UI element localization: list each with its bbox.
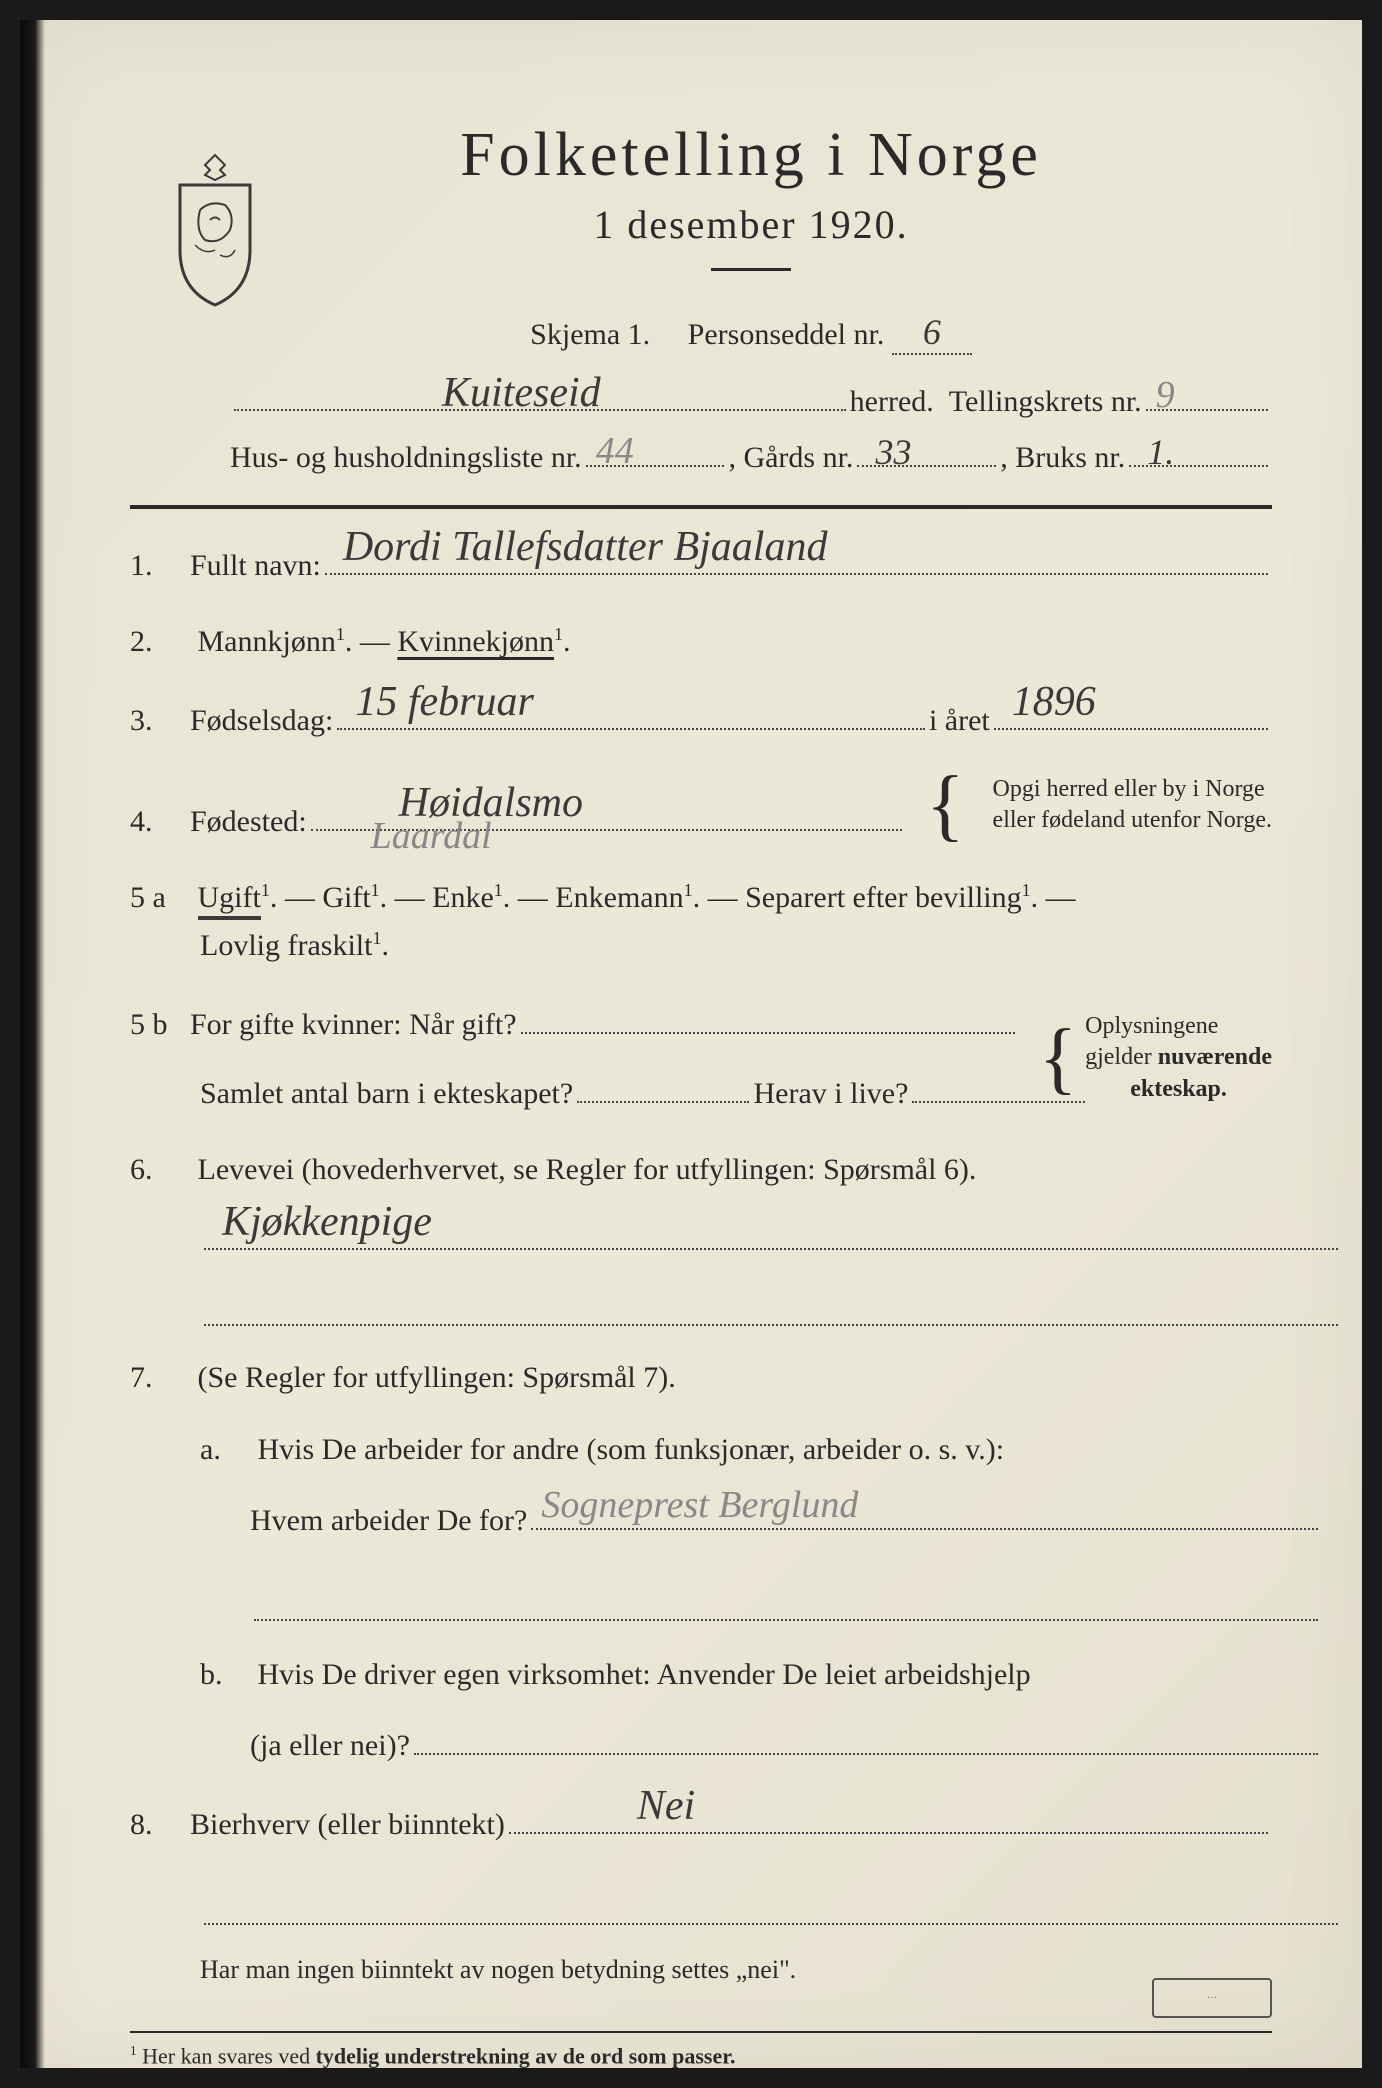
- q5a-row: 5 a Ugift1. — Gift1. — Enke1. — Enkemann…: [130, 874, 1272, 970]
- herred-value: Kuiteseid: [434, 369, 609, 417]
- q7b-text2: (ja eller nei)?: [250, 1722, 410, 1770]
- skjema-label: Skjema 1.: [530, 318, 650, 351]
- q3-day: 15 februar: [347, 669, 542, 736]
- bruks-label: , Bruks nr.: [1000, 441, 1125, 475]
- q8-note: Har man ingen biinntekt av nogen betydni…: [200, 1949, 1272, 1991]
- q5a-enkemann: Enkemann: [555, 881, 683, 914]
- q5a-lovlig: Lovlig fraskilt: [200, 929, 372, 962]
- herred-label: herred.: [850, 385, 934, 419]
- q6-row: 6. Levevei (hovederhvervet, se Regler fo…: [130, 1146, 1272, 1326]
- q5b-label1: For gifte kvinner: Når gift?: [190, 1001, 517, 1049]
- brace-icon: {: [926, 773, 964, 837]
- q1-value: Dordi Tallefsdatter Bjaaland: [335, 514, 836, 581]
- q1-num: 1.: [130, 542, 190, 590]
- q7-label: (Se Regler for utfyllingen: Spørsmål 7).: [198, 1361, 676, 1394]
- title-divider: [711, 268, 791, 271]
- q2-num: 2.: [130, 618, 190, 666]
- q5a-num: 5 a: [130, 874, 190, 922]
- q5a-ugift: Ugift: [198, 881, 261, 920]
- q6-num: 6.: [130, 1146, 190, 1194]
- herred-row: Kuiteseid herred. Tellingskrets nr. 9: [230, 375, 1272, 419]
- crest-svg: [160, 150, 270, 310]
- q8-row: 8. Bierhverv (eller biinntekt) Nei Har m…: [130, 1798, 1272, 1991]
- q4-row: 4. Fødested: Høidalsmo Laardal { Opgi he…: [130, 773, 1272, 846]
- q5b-note: Oplysningene gjelder nuværende ekteskap.: [1085, 1011, 1272, 1105]
- q5b-row: 5 b For gifte kvinner: Når gift? Samlet …: [130, 998, 1272, 1118]
- skjema-line: Skjema 1. Personseddel nr. 6: [230, 311, 1272, 355]
- q4-label: Fødested:: [190, 798, 307, 846]
- q7a-label: a.: [200, 1426, 250, 1474]
- q7a-value: Sogneprest Berglund: [541, 1475, 858, 1536]
- q7-row: 7. (Se Regler for utfyllingen: Spørsmål …: [130, 1354, 1272, 1770]
- q7b-label: b.: [200, 1651, 250, 1699]
- husliste-label: Hus- og husholdningsliste nr.: [230, 441, 582, 475]
- q3-mid: i året: [929, 697, 990, 745]
- husliste-row: Hus- og husholdningsliste nr. 44 , Gårds…: [230, 431, 1272, 475]
- tellingskrets-value: 9: [1156, 373, 1175, 417]
- q4-note-group: { Opgi herred eller by i Norge eller fød…: [926, 773, 1272, 837]
- tellingskrets-label: Tellingskrets nr.: [949, 385, 1142, 419]
- gards-label: , Gårds nr.: [728, 441, 853, 475]
- q7a-text2: Hvem arbeider De for?: [250, 1497, 527, 1545]
- q7b-text1: Hvis De driver egen virksomhet: Anvender…: [258, 1658, 1031, 1691]
- printer-stamp: ···: [1152, 1978, 1272, 2018]
- main-title: Folketelling i Norge: [230, 120, 1272, 191]
- q3-row: 3. Fødselsdag: 15 februar i året 1896: [130, 694, 1272, 745]
- subtitle-date: 1 desember 1920.: [230, 201, 1272, 248]
- q7-num: 7.: [130, 1354, 190, 1402]
- footnote: 1 Her kan svares ved tydelig understrekn…: [130, 2031, 1272, 2069]
- q4-note: Opgi herred eller by i Norge eller fødel…: [993, 774, 1272, 836]
- q6-value: Kjøkkenpige: [214, 1189, 440, 1256]
- q3-year: 1896: [1004, 669, 1104, 736]
- q6-label: Levevei (hovederhvervet, se Regler for u…: [198, 1153, 977, 1186]
- gards-value: 33: [867, 431, 919, 473]
- q5b-num: 5 b: [130, 1001, 190, 1049]
- q3-num: 3.: [130, 697, 190, 745]
- q5a-enke: Enke: [432, 881, 494, 914]
- q7a-text1: Hvis De arbeider for andre (som funksjon…: [258, 1433, 1005, 1466]
- q1-label: Fullt navn:: [190, 542, 321, 590]
- header-rule: [130, 505, 1272, 509]
- q5b-label2: Samlet antal barn i ekteskapet?: [200, 1070, 573, 1118]
- q8-label: Bierhverv (eller biinntekt): [190, 1801, 505, 1849]
- q5b-label3: Herav i live?: [753, 1070, 908, 1118]
- q8-num: 8.: [130, 1801, 190, 1849]
- header-block: Folketelling i Norge 1 desember 1920. Sk…: [230, 120, 1272, 475]
- personseddel-label: Personseddel nr.: [688, 318, 885, 351]
- q2-row: 2. Mannkjønn1. — Kvinnekjønn1.: [130, 618, 1272, 666]
- census-form-page: Folketelling i Norge 1 desember 1920. Sk…: [20, 20, 1362, 2068]
- q4-pencil: Laardal: [371, 806, 492, 867]
- q2-kvinne: Kvinnekjønn: [397, 625, 554, 658]
- q8-value: Nei: [629, 1773, 703, 1840]
- q5a-gift: Gift: [322, 881, 370, 914]
- bruks-value: 1.: [1139, 431, 1182, 473]
- q1-row: 1. Fullt navn: Dordi Tallefsdatter Bjaal…: [130, 539, 1272, 590]
- q5a-separert: Separert efter bevilling: [745, 881, 1022, 914]
- q3-label: Fødselsdag:: [190, 697, 333, 745]
- coat-of-arms: [160, 150, 270, 310]
- personseddel-value: 6: [915, 312, 949, 352]
- husliste-value: 44: [596, 429, 634, 473]
- q2-mann: Mannkjønn: [198, 625, 336, 658]
- q4-num: 4.: [130, 798, 190, 846]
